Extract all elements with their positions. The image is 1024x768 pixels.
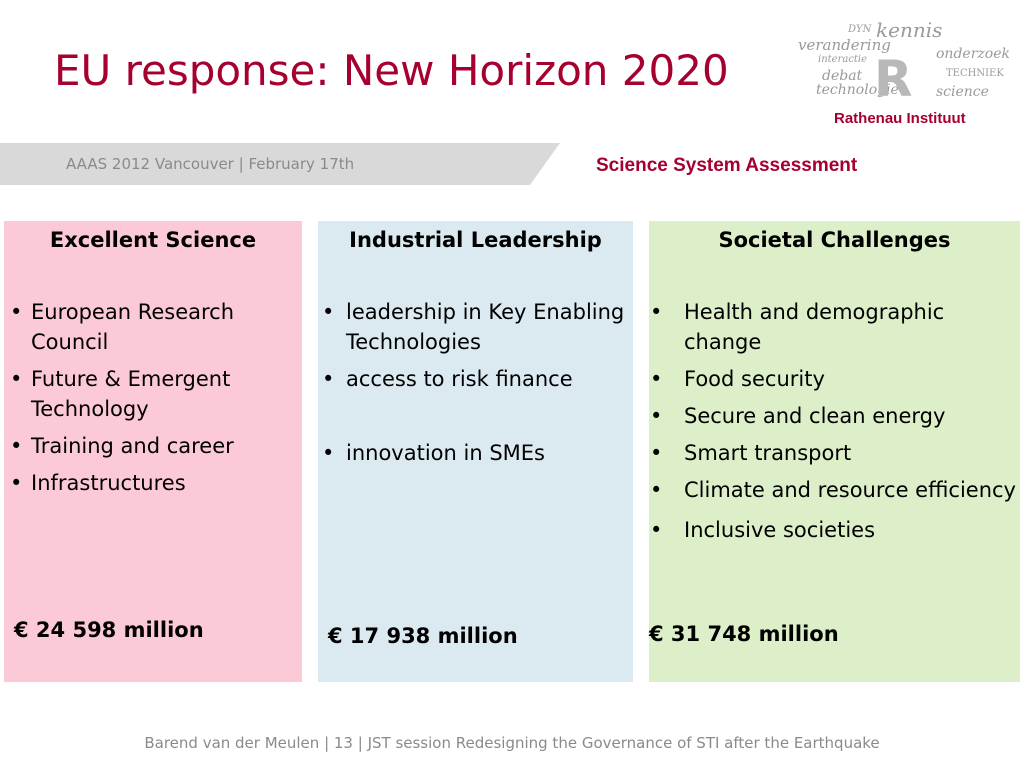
list-item: • European Research Council [4,297,300,357]
banner-shape [0,143,560,185]
logo-word: debat [822,68,863,84]
list-item: • Future & Emergent Technology [4,364,300,424]
column-industrial-leadership: Industrial Leadership • leadership in Key… [318,221,633,682]
item-text: Food security [684,367,825,391]
item-text: leadership in Key Enabling Technologies [346,300,625,354]
list-item: • leadership in Key Enabling Technologies [318,297,633,357]
bullet: • [650,518,663,542]
item-text: Climate and resource efficiency [684,478,1016,502]
column-heading: Societal Challenges [718,228,951,252]
list-item: • access to risk finance [318,364,633,394]
item-text: innovation in SMEs [346,441,545,465]
logo-word: science [936,84,989,100]
item-text: Smart transport [684,441,852,465]
column-excellent-science: Excellent Science • European Research Cou… [4,221,302,682]
logo-r-mark: R [874,50,913,108]
column-societal-challenges: Societal Challenges • Health and demograp… [649,221,1020,682]
list-item: • Food security [649,364,1020,394]
item-list: • European Research Council • Future & Eme… [4,297,300,505]
bullet: • [650,478,663,502]
list-item: • Secure and clean energy [649,401,1020,431]
logo-word: onderzoek [936,46,1010,62]
item-text: Health and demographic change [684,300,945,354]
section-label: Science System Assessment [596,155,858,176]
list-item: • Smart transport [649,438,1020,468]
list-item: • Health and demographic change [649,297,1020,357]
budget-amount: € 24 598 million [14,618,204,642]
list-item: • Climate and resource efficiency [649,475,1020,505]
list-item: • Inclusive societies [649,515,1020,545]
budget-amount: € 31 748 million [649,622,839,646]
bullet: • [10,471,23,495]
item-text: Training and career [31,434,234,458]
logo-word: interactie [818,54,868,65]
item-text: European Research Council [31,300,235,354]
bullet: • [322,300,335,324]
column-heading: Industrial Leadership [349,228,602,252]
event-subtitle: AAAS 2012 Vancouver | February 17th [66,155,355,173]
list-item: • Infrastructures [4,468,300,498]
logo-word: technologie [816,82,899,98]
logo-word: DYN [848,24,872,35]
item-text: Inclusive societies [684,518,876,542]
item-list: • leadership in Key Enabling Technologies… [318,297,633,475]
item-text: Infrastructures [31,471,186,495]
item-list: • Health and demographic change • Food sec… [649,297,1020,552]
logo-word: verandering [798,36,891,54]
bullet: • [10,300,23,324]
header-banner: AAAS 2012 Vancouver | February 17th Scie… [0,143,1024,185]
column-heading: Excellent Science [49,228,257,252]
bullet: • [650,441,663,465]
item-text: Secure and clean energy [684,404,946,428]
item-text: access to risk finance [346,367,573,391]
list-item: • innovation in SMEs [318,438,633,468]
logo-word: kennis [876,18,943,42]
list-item: • Training and career [4,431,300,461]
bullet: • [650,367,663,391]
bullet: • [10,434,23,458]
bullet: • [322,441,335,465]
budget-amount: € 17 938 million [328,624,518,648]
bullet: • [650,300,663,324]
item-text: Future & Emergent Technology [31,367,231,421]
slide-footer: Barend van der Meulen | 13 | JST session… [144,734,880,752]
rathenau-logo: DYN kennis verandering onderzoek interac… [796,18,1024,130]
bullet: • [10,367,23,391]
logo-word: TECHNIEK [946,68,1004,79]
logo-name: Rathenau Instituut [834,110,966,127]
bullet: • [322,367,335,391]
slide-title: EU response: New Horizon 2020 [54,46,729,95]
bullet: • [650,404,663,428]
